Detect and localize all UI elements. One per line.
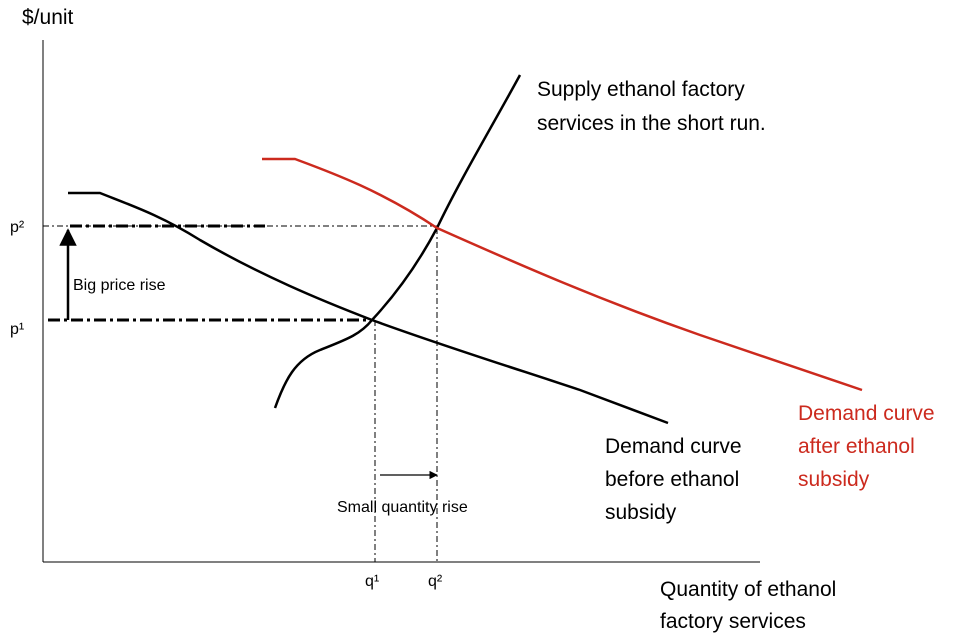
price-label: p¹ <box>10 321 24 338</box>
demand-after-curve <box>262 157 863 392</box>
demand-after-label: subsidy <box>798 468 870 491</box>
quantity-label: q¹ <box>365 573 379 590</box>
annotation: Big price rise <box>73 277 166 294</box>
supply-curve <box>273 74 522 409</box>
annotation: Small quantity rise <box>337 499 468 516</box>
quantity-label: q² <box>428 573 443 590</box>
x-axis-label: Quantity of ethanol <box>660 578 836 601</box>
demand-before-label: subsidy <box>605 501 677 524</box>
y-axis-label: $/unit <box>22 6 74 29</box>
x-axis-label: factory services <box>660 610 806 633</box>
demand-before-curve <box>68 191 669 425</box>
demand-after-label: after ethanol <box>798 435 915 458</box>
demand-before-label: Demand curve <box>605 435 742 458</box>
price-label: p² <box>10 219 25 236</box>
supply-label: Supply ethanol factory <box>537 78 745 101</box>
supply-label: services in the short run. <box>537 112 766 135</box>
demand-before-label: before ethanol <box>605 468 739 491</box>
demand-after-label: Demand curve <box>798 402 935 425</box>
